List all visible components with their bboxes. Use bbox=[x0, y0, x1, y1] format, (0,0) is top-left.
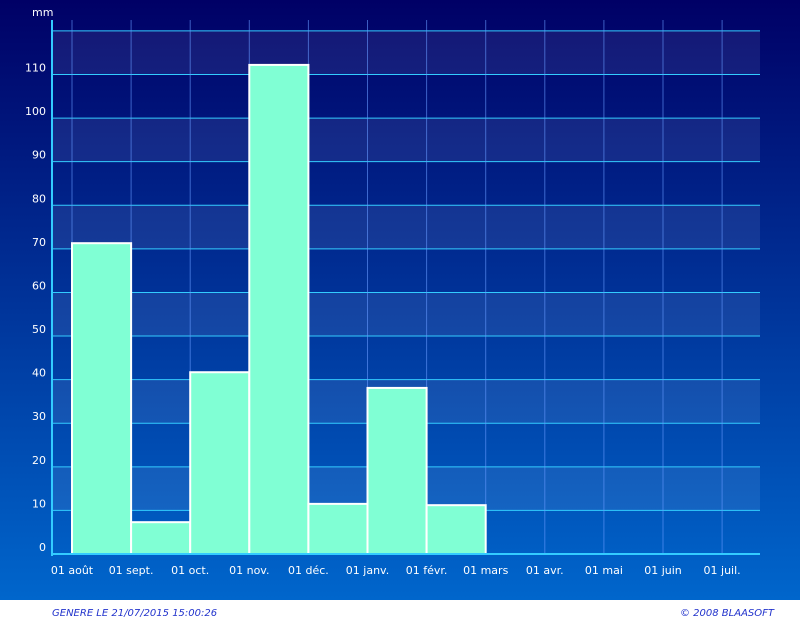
footer-copyright: © 2008 BLAASOFT bbox=[680, 608, 775, 619]
y-tick-label: 70 bbox=[32, 236, 46, 249]
bar bbox=[130, 521, 192, 556]
y-tick-label: 50 bbox=[32, 323, 46, 336]
y-tick-label: 60 bbox=[32, 279, 46, 292]
x-tick-label: 01 avr. bbox=[526, 564, 564, 577]
y-tick-label: 80 bbox=[32, 192, 46, 205]
y-tick-label: 20 bbox=[32, 454, 46, 467]
footer-generated: GENERE LE 21/07/2015 15:00:26 bbox=[52, 608, 217, 619]
grid-band bbox=[52, 292, 760, 337]
y-tick-label: 40 bbox=[32, 367, 46, 380]
bar bbox=[307, 502, 369, 555]
y-tick-label: 10 bbox=[32, 497, 46, 510]
y-tick-label: 110 bbox=[25, 61, 46, 74]
x-tick-label: 01 sept. bbox=[109, 564, 154, 577]
y-tick-label: 100 bbox=[25, 105, 46, 118]
x-tick-label: 01 févr. bbox=[406, 564, 448, 577]
y-axis-label: mm bbox=[32, 6, 53, 19]
x-tick-label: 01 mai bbox=[585, 564, 623, 577]
x-tick-label: 01 déc. bbox=[288, 564, 329, 577]
grid-band bbox=[52, 118, 760, 162]
bar bbox=[425, 504, 487, 556]
x-tick-label: 01 août bbox=[51, 564, 94, 577]
grid-band bbox=[52, 30, 760, 75]
y-tick-label: 30 bbox=[32, 410, 46, 423]
bar bbox=[189, 371, 251, 555]
bar bbox=[248, 63, 310, 555]
x-tick-label: 01 oct. bbox=[171, 564, 209, 577]
footer-strip bbox=[0, 600, 800, 630]
bar bbox=[71, 242, 133, 555]
x-tick-label: 01 janv. bbox=[346, 564, 389, 577]
grid-band bbox=[52, 205, 760, 249]
x-tick-label: 01 juin bbox=[644, 564, 682, 577]
y-tick-label: 0 bbox=[39, 541, 46, 554]
x-tick-label: 01 mars bbox=[463, 564, 508, 577]
x-tick-label: 01 juil. bbox=[704, 564, 741, 577]
y-tick-label: 90 bbox=[32, 149, 46, 162]
x-tick-label: 01 nov. bbox=[229, 564, 269, 577]
bar bbox=[366, 386, 428, 555]
